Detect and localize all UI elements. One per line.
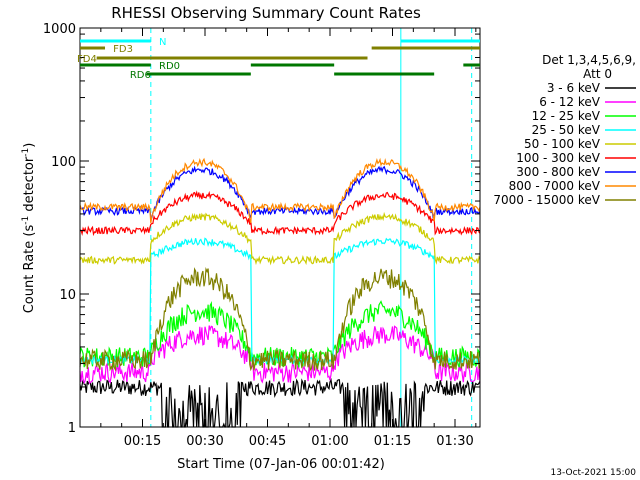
legend-label: 7000 - 15000 keV	[493, 193, 600, 207]
x-tick-label: 01:30	[436, 434, 473, 449]
y-tick-label: 10	[59, 288, 76, 303]
legend-label: 100 - 300 keV	[516, 151, 600, 165]
x-axis: 00:15 00:30 00:45 01:00 01:15 01:30	[79, 28, 477, 449]
series-line-5	[79, 190, 481, 237]
state-bar-label: RD6	[130, 70, 151, 81]
legend-label: 800 - 7000 keV	[509, 179, 601, 193]
series-line-7	[79, 157, 481, 224]
x-tick-label: 00:15	[124, 434, 161, 449]
legend-label: 12 - 25 keV	[532, 109, 601, 123]
x-tick-label: 01:15	[374, 434, 411, 449]
legend-header-line2: Att 0	[583, 67, 612, 81]
y-tick-label: 1000	[43, 22, 76, 37]
series-line-0	[79, 377, 481, 428]
state-bar-label: RD0	[159, 61, 180, 72]
y-tick-label: 1	[68, 421, 76, 436]
legend-label: 6 - 12 keV	[539, 95, 601, 109]
x-tick-label: 00:30	[186, 434, 223, 449]
x-tick-label: 01:00	[311, 434, 348, 449]
series-line-1	[79, 325, 481, 385]
state-bar-label: N	[159, 37, 166, 48]
footer-date: 13-Oct-2021 15:00	[551, 468, 637, 478]
legend-label: 3 - 6 keV	[547, 81, 601, 95]
chart-title: RHESSI Observing Summary Count Rates	[111, 4, 421, 22]
series-line-4	[79, 211, 481, 266]
y-axis-label: Count Rate (s-1 detector-1)	[21, 143, 37, 314]
series-line-3	[79, 237, 481, 366]
y-axis: 1 10 100 1000	[43, 22, 480, 436]
y-tick-label: 100	[51, 155, 76, 170]
legend-label: 300 - 800 keV	[516, 165, 600, 179]
state-bar-label: FD4	[77, 54, 97, 65]
legend-header-line1: Det 1,3,4,5,6,9,	[542, 53, 636, 67]
x-axis-label: Start Time (07-Jan-06 00:01:42)	[177, 457, 385, 472]
x-tick-label: 00:45	[249, 434, 286, 449]
legend-label: 25 - 50 keV	[532, 123, 601, 137]
state-bars: N FD3 FD4 RD0 RD6	[77, 37, 480, 81]
plot-frame	[79, 27, 481, 428]
series-line-8	[79, 266, 481, 372]
state-bar-label: FD3	[113, 44, 133, 55]
plot-area	[79, 28, 481, 428]
legend-label: 50 - 100 keV	[524, 137, 601, 151]
